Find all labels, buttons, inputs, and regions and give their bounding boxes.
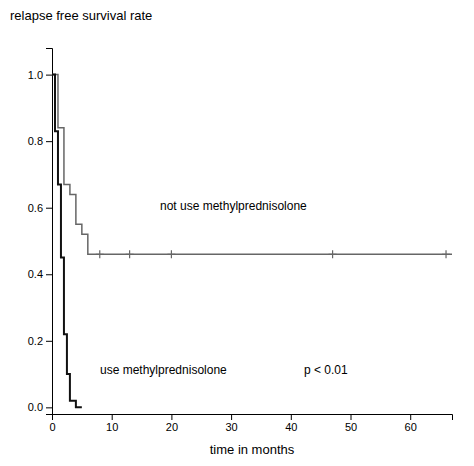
y-tick: 0.6 bbox=[28, 202, 52, 214]
x-axis-title: time in months bbox=[210, 442, 295, 457]
x-tick: 20 bbox=[166, 414, 178, 433]
x-tick-label: 10 bbox=[106, 421, 118, 433]
y-axis-line bbox=[46, 49, 53, 415]
y-tick: 0.0 bbox=[28, 401, 52, 413]
x-tick-label: 20 bbox=[166, 421, 178, 433]
y-tick-label: 0.2 bbox=[28, 335, 43, 347]
censor-mark bbox=[167, 250, 175, 258]
x-tick-label: 0 bbox=[49, 421, 55, 433]
y-tick-mark bbox=[46, 208, 52, 209]
annotation: not use methylprednisolone bbox=[160, 199, 307, 213]
y-tick: 0.2 bbox=[28, 335, 52, 347]
title: relapse free survival rate bbox=[10, 8, 152, 23]
y-tick: 0.8 bbox=[28, 135, 52, 147]
y-axis: 0.0 0.2 0.4 0.6 0.8 1.0 bbox=[28, 49, 53, 415]
plot: 0 10 20 30 40 50 60 0.0 0.2 0.4 0.6 0.8 1.0 bbox=[28, 49, 453, 433]
x-tick-mark bbox=[410, 414, 411, 420]
y-tick: 0.4 bbox=[28, 268, 52, 280]
y-tick-mark bbox=[46, 141, 52, 142]
x-tick: 30 bbox=[225, 414, 237, 433]
x-tick-mark bbox=[112, 414, 113, 420]
annotation: use methylprednisolone bbox=[100, 363, 227, 377]
texts: not use methylprednisolone use methylpred… bbox=[10, 8, 348, 457]
y-tick-mark bbox=[46, 75, 52, 76]
x-tick-mark bbox=[291, 414, 292, 420]
y-tick: 1.0 bbox=[28, 69, 52, 81]
x-tick-mark bbox=[171, 414, 172, 420]
y-tick-mark bbox=[46, 407, 52, 408]
y-tick-label: 1.0 bbox=[28, 69, 43, 81]
y-tick-mark bbox=[46, 274, 52, 275]
survival-curve bbox=[52, 75, 452, 255]
x-tick-mark bbox=[351, 414, 352, 420]
x-tick-mark bbox=[231, 414, 232, 420]
annotation: p < 0.01 bbox=[304, 363, 348, 377]
x-tick-label: 30 bbox=[225, 421, 237, 433]
x-tick-label: 50 bbox=[345, 421, 357, 433]
x-tick: 10 bbox=[106, 414, 118, 433]
censor-mark bbox=[96, 250, 104, 258]
y-tick-label: 0.8 bbox=[28, 135, 43, 147]
censor-mark bbox=[329, 250, 337, 258]
x-tick-label: 60 bbox=[405, 421, 417, 433]
censor-mark bbox=[442, 250, 450, 258]
y-tick-mark bbox=[46, 341, 52, 342]
x-tick: 50 bbox=[345, 414, 357, 433]
y-tick-label: 0.4 bbox=[28, 268, 43, 280]
y-tick-label: 0.0 bbox=[28, 401, 43, 413]
censor-mark bbox=[126, 250, 134, 258]
x-axis: 0 10 20 30 40 50 60 bbox=[49, 414, 452, 433]
x-tick: 40 bbox=[285, 414, 297, 433]
x-tick: 0 bbox=[49, 414, 55, 433]
survival-curve bbox=[52, 75, 82, 408]
y-tick-label: 0.6 bbox=[28, 202, 43, 214]
x-tick: 60 bbox=[405, 414, 417, 433]
marks bbox=[52, 75, 452, 408]
x-axis-line bbox=[53, 415, 453, 421]
chart: 01020304050600.00.20.40.60.81.0not use m… bbox=[0, 0, 474, 466]
x-tick-label: 40 bbox=[285, 421, 297, 433]
